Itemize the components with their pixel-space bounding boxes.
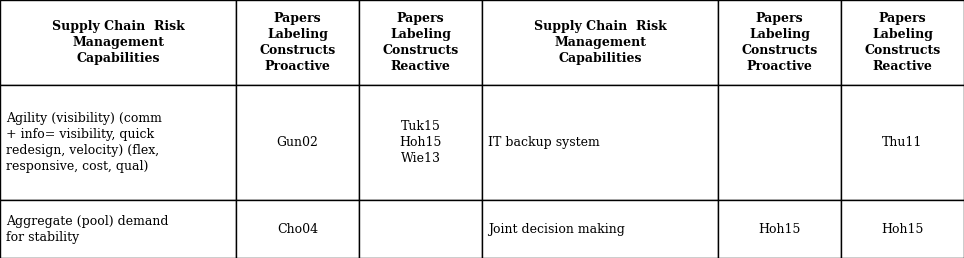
Bar [482,85,718,200]
Bar [0,0,236,85]
Text: Papers
Labeling
Constructs
Proactive: Papers Labeling Constructs Proactive [741,12,817,73]
Bar [718,85,841,200]
Bar [718,0,841,85]
Bar [841,85,964,200]
Bar [718,200,841,258]
Bar [236,200,359,258]
Text: Papers
Labeling
Constructs
Reactive: Papers Labeling Constructs Reactive [383,12,459,73]
Text: Tuk15
Hoh15
Wie13: Tuk15 Hoh15 Wie13 [399,120,442,165]
Text: Supply Chain  Risk
Management
Capabilities: Supply Chain Risk Management Capabilitie… [534,20,666,65]
Bar [359,200,482,258]
Bar [0,200,236,258]
Text: Aggregate (pool) demand
for stability: Aggregate (pool) demand for stability [6,215,169,244]
Bar [236,85,359,200]
Text: Supply Chain  Risk
Management
Capabilities: Supply Chain Risk Management Capabilitie… [52,20,184,65]
Text: Papers
Labeling
Constructs
Proactive: Papers Labeling Constructs Proactive [259,12,335,73]
Bar [482,0,718,85]
Text: Hoh15: Hoh15 [881,223,924,236]
Bar [841,200,964,258]
Text: Papers
Labeling
Constructs
Reactive: Papers Labeling Constructs Reactive [865,12,941,73]
Bar [482,200,718,258]
Bar [0,85,236,200]
Text: Thu11: Thu11 [882,136,923,149]
Bar [359,0,482,85]
Text: Cho04: Cho04 [277,223,318,236]
Text: IT backup system: IT backup system [488,136,600,149]
Text: Joint decision making: Joint decision making [488,223,625,236]
Text: Agility (visibility) (comm
+ info= visibility, quick
redesign, velocity) (flex,
: Agility (visibility) (comm + info= visib… [6,112,162,173]
Bar [841,0,964,85]
Bar [359,85,482,200]
Text: Hoh15: Hoh15 [759,223,801,236]
Bar [236,0,359,85]
Text: Gun02: Gun02 [277,136,318,149]
